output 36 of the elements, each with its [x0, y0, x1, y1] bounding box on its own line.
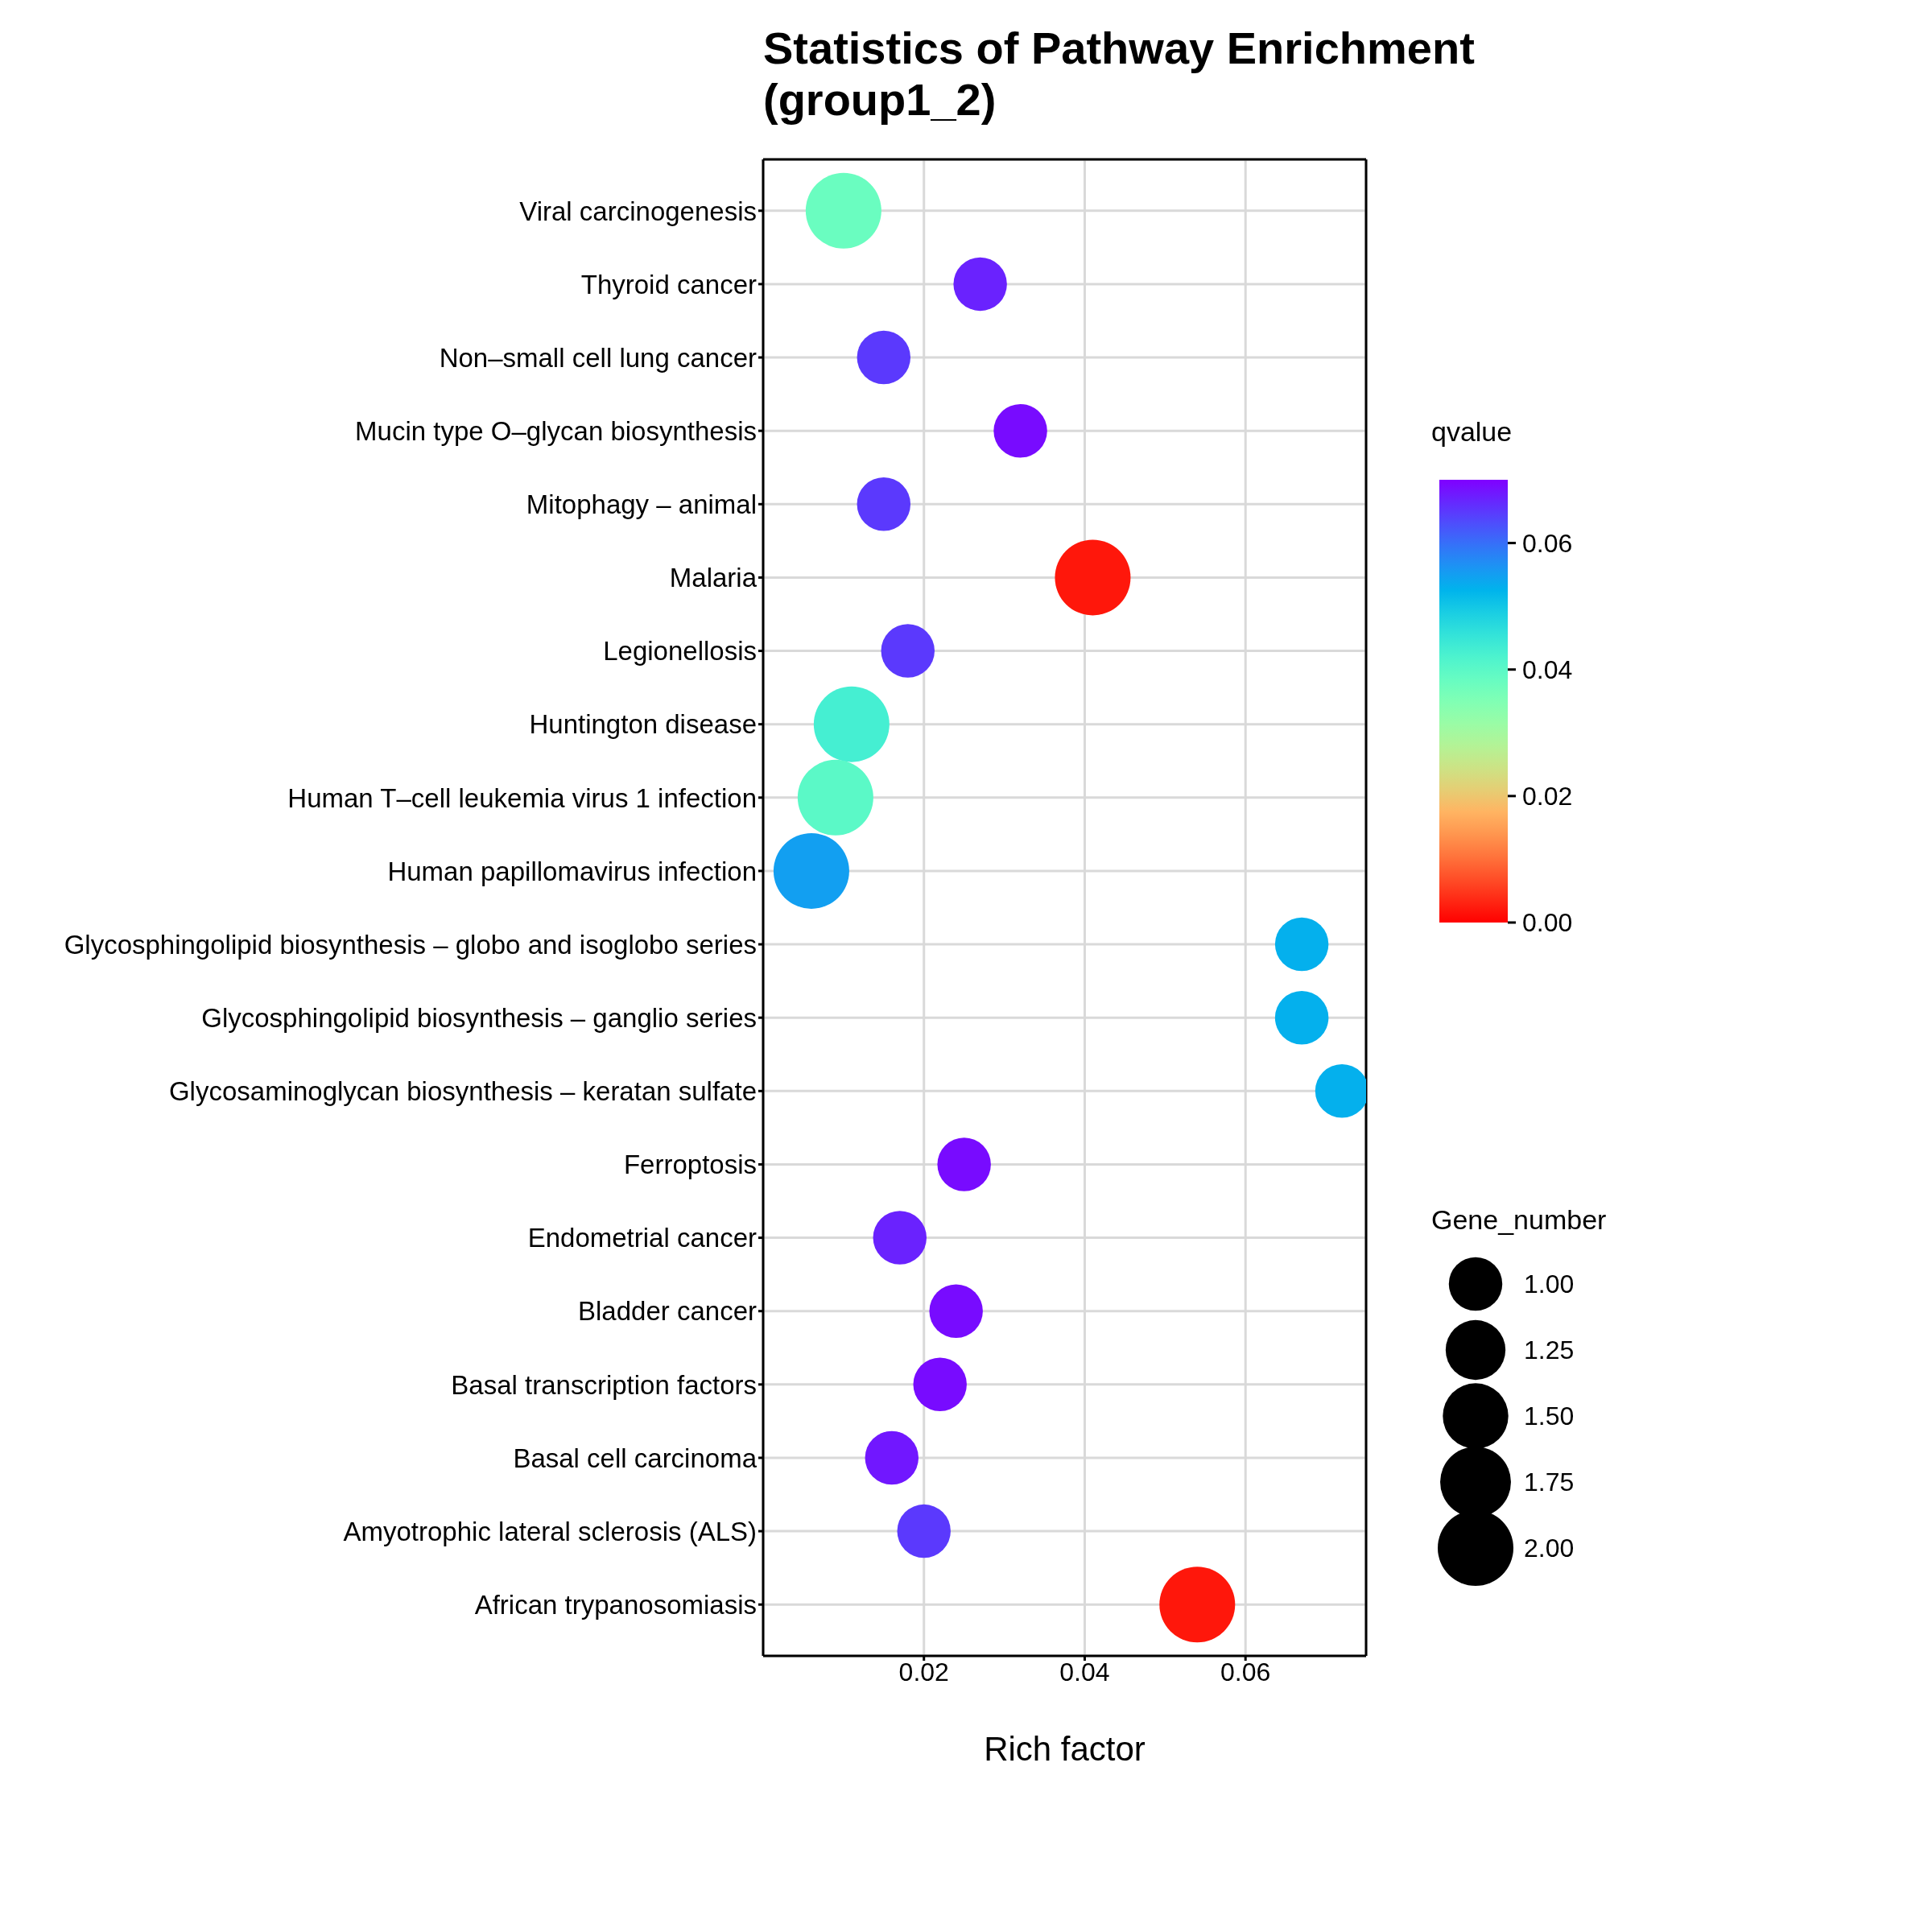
y-tick-label: African trypanosomiasis	[474, 1589, 757, 1620]
y-tick-label: Huntington disease	[529, 709, 757, 740]
chart-title: Statistics of Pathway Enrichment (group1_2)	[763, 23, 1476, 126]
x-tick-label: 0.02	[898, 1657, 949, 1686]
y-tick-label: Viral carcinogenesis	[519, 196, 757, 226]
y-tick-label: Glycosphingolipid biosynthesis – globo and isoglobo series	[64, 929, 757, 960]
y-tick-label: Ferroptosis	[623, 1149, 757, 1179]
y-tick-label: Bladder cancer	[578, 1296, 757, 1327]
y-tick-label: Glycosphingolipid biosynthesis – ganglio series	[201, 1002, 757, 1033]
y-tick-label: Basal transcription factors	[451, 1369, 757, 1400]
color-bar-label: 0.04	[1522, 654, 1573, 684]
color-bar-label: 0.02	[1522, 781, 1573, 811]
legend-title: Gene_number	[1431, 1203, 1608, 1236]
y-tick-label: Legionellosis	[603, 636, 757, 667]
y-tick-label: Human T–cell leukemia virus 1 infection	[287, 782, 757, 813]
y-tick-label: Mucin type O–glycan biosynthesis	[355, 415, 757, 446]
y-tick-label: Mitophagy – animal	[526, 489, 757, 519]
legend-label: 1.75	[1524, 1467, 1575, 1496]
y-tick-label: Human papillomavirus infection	[387, 856, 757, 886]
y-tick-label: Basal cell carcinoma	[513, 1443, 758, 1473]
y-tick-label: Glycosaminoglycan biosynthesis – keratan sulfate	[168, 1075, 757, 1106]
color-bar-label: 0.00	[1522, 907, 1573, 937]
x-axis-title: Rich factor	[984, 1729, 1146, 1768]
y-tick-label: Non–small cell lung cancer	[439, 342, 758, 373]
y-tick-label: Thyroid cancer	[580, 269, 757, 299]
y-tick-label: Malaria	[669, 562, 758, 592]
color-bar-label: 0.06	[1522, 528, 1573, 558]
y-tick-label: Amyotrophic lateral sclerosis (ALS)	[343, 1516, 757, 1546]
y-tick-label: Endometrial cancer	[527, 1223, 757, 1253]
legend-label: 1.25	[1524, 1335, 1575, 1364]
x-tick-label: 0.06	[1220, 1657, 1271, 1686]
legend-label: 1.00	[1524, 1269, 1575, 1298]
color-bar-title: qvalue	[1431, 415, 1513, 448]
legend-label: 2.00	[1524, 1533, 1575, 1563]
x-tick-label: 0.04	[1059, 1657, 1110, 1686]
legend-label: 1.50	[1524, 1401, 1575, 1430]
